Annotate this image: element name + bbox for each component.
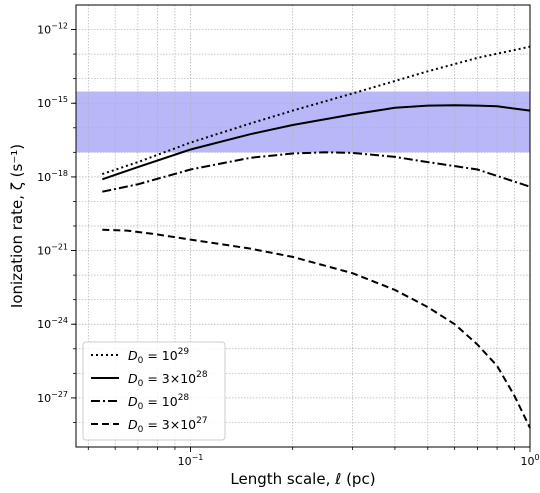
legend-box (82, 341, 226, 441)
legend-label-1: D0 = 3×1028 (128, 370, 208, 389)
y-tick-label: 10−24 (37, 316, 68, 331)
legend: D0 = 1029 D0 = 3×1028 D0 = 1028 D0 = 3×1027 (82, 341, 226, 441)
band-rect (76, 91, 530, 153)
y-tick-label: 10−21 (37, 243, 68, 258)
observed-range-band (76, 91, 530, 153)
y-tick-label: 10−18 (37, 169, 68, 184)
legend-label-3: D0 = 3×1027 (128, 416, 208, 435)
y-tick-label: 10−27 (37, 390, 68, 405)
x-tick-label: 100 (520, 453, 539, 468)
y-tick-label: 10−15 (37, 95, 68, 110)
plot-frame (75, 4, 531, 448)
series-line-0 (101, 45, 531, 176)
legend-label-2: D0 = 1028 (128, 393, 189, 412)
axis-ticks: 10−1 100 10−27 10−24 10−21 10−18 10−15 10−12 (37, 22, 539, 468)
series-line-2 (102, 151, 531, 193)
x-tick-label: 10−1 (178, 453, 204, 468)
y-axis-label: Ionization rate, ζ (s⁻¹) (8, 144, 26, 308)
series-line-1 (101, 104, 531, 181)
legend-label-0: D0 = 1029 (128, 347, 189, 366)
y-tick-label: 10−12 (37, 22, 68, 37)
x-axis-label: Length scale, ℓ (pc) (230, 470, 375, 488)
series-line-3 (102, 228, 531, 429)
series-lines (101, 45, 531, 429)
